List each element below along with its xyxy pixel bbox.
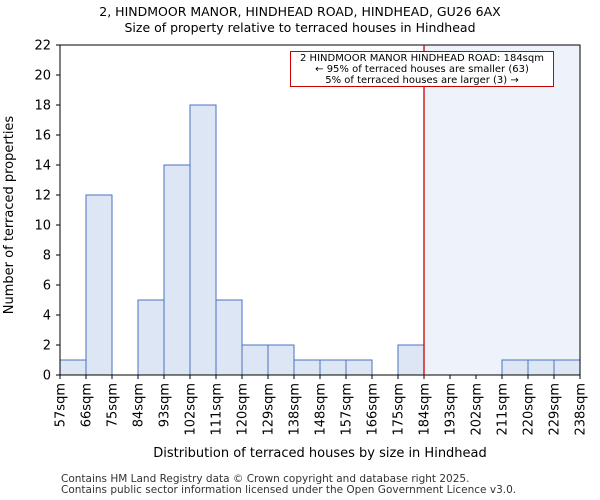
- y-tick-label: 8: [43, 249, 51, 264]
- x-tick-label: 102sqm: [184, 383, 199, 436]
- x-tick-label: 111sqm: [210, 383, 225, 436]
- bar-175sqm: [397, 344, 425, 376]
- y-tick-label: 18: [34, 99, 51, 114]
- x-tick-label: 66sqm: [80, 383, 95, 427]
- bar-93sqm: [163, 164, 191, 376]
- x-tick-label: 84sqm: [132, 383, 147, 427]
- footer-line1: Contains HM Land Registry data © Crown c…: [61, 473, 470, 485]
- x-tick-label: 148sqm: [314, 383, 329, 436]
- x-tick-label: 166sqm: [366, 383, 381, 436]
- bar-148sqm: [319, 359, 347, 376]
- x-tick-label: 220sqm: [522, 383, 537, 436]
- y-tick-label: 10: [34, 219, 51, 234]
- bar-57sqm: [59, 359, 87, 376]
- bar-111sqm: [215, 299, 243, 376]
- x-tick-label: 238sqm: [574, 383, 589, 436]
- bar-102sqm: [189, 104, 217, 376]
- y-tick-label: 2: [43, 339, 51, 354]
- bar-129sqm: [267, 344, 295, 376]
- y-tick-label: 0: [43, 369, 51, 384]
- x-axis-label: Distribution of terraced houses by size …: [153, 446, 487, 461]
- x-tick-label: 129sqm: [262, 383, 277, 436]
- bar-84sqm: [137, 299, 165, 376]
- bar-211sqm: [501, 359, 529, 376]
- y-tick-label: 6: [43, 279, 51, 294]
- chart-title-line1: 2, HINDMOOR MANOR, HINDHEAD ROAD, HINDHE…: [99, 4, 501, 19]
- annotation-box: 2 HINDMOOR MANOR HINDHEAD ROAD: 184sqm ←…: [290, 51, 554, 87]
- x-tick-label: 120sqm: [236, 383, 251, 436]
- annotation-line1: 2 HINDMOOR MANOR HINDHEAD ROAD: 184sqm: [300, 53, 544, 64]
- x-tick-label: 157sqm: [340, 383, 355, 436]
- x-tick-label: 75sqm: [106, 383, 121, 427]
- x-tick-label: 193sqm: [444, 383, 459, 436]
- bar-66sqm: [85, 194, 113, 376]
- x-tick-label: 57sqm: [54, 383, 69, 427]
- bar-120sqm: [241, 344, 269, 376]
- bar-138sqm: [293, 359, 321, 376]
- bar-220sqm: [527, 359, 555, 376]
- x-tick-label: 93sqm: [158, 383, 173, 427]
- x-tick-label: 211sqm: [496, 383, 511, 436]
- bar-229sqm: [553, 359, 581, 376]
- x-tick-label: 229sqm: [548, 383, 563, 436]
- y-tick-label: 14: [34, 159, 51, 174]
- chart-title-line2: Size of property relative to terraced ho…: [124, 20, 476, 35]
- footer-line2: Contains public sector information licen…: [61, 484, 517, 496]
- y-tick-label: 4: [43, 309, 51, 324]
- x-tick-label: 202sqm: [470, 383, 485, 436]
- x-tick-label: 184sqm: [418, 383, 433, 436]
- x-tick-label: 138sqm: [288, 383, 303, 436]
- larger-region-highlight: [424, 45, 580, 375]
- annotation-line3: 5% of terraced houses are larger (3) →: [325, 75, 519, 86]
- y-tick-label: 22: [34, 39, 51, 54]
- x-tick-label: 175sqm: [392, 383, 407, 436]
- y-tick-label: 16: [34, 129, 51, 144]
- bar-157sqm: [345, 359, 373, 376]
- annotation-line2: ← 95% of terraced houses are smaller (63…: [315, 64, 529, 75]
- y-tick-label: 20: [34, 69, 51, 84]
- y-axis-label: Number of terraced properties: [2, 116, 17, 315]
- y-tick-label: 12: [34, 189, 51, 204]
